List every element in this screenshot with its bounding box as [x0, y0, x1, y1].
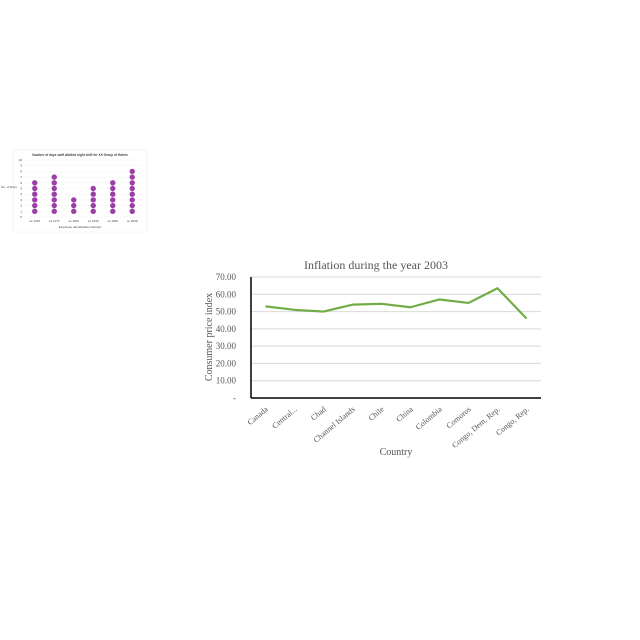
x-axis-title: Country [380, 447, 413, 458]
dot-plot-y-tick: 3 [20, 198, 22, 202]
dot-plot-dot [32, 202, 38, 209]
dot-plot-dot [71, 202, 77, 209]
x-tick-label: China [394, 404, 415, 423]
dot-plot-dot [129, 197, 135, 203]
dot-plot-dot [51, 191, 57, 197]
dot-plot-category-label: ss 1604 [68, 219, 79, 223]
dot-plot-dot [110, 202, 116, 209]
dot-plot-dot [129, 208, 135, 214]
dot-plot-dot [129, 185, 135, 192]
dot-plot-x-label: Employee Identification Number [59, 225, 102, 229]
x-tick-label: Central... [270, 405, 298, 431]
dot-plot-category-label: ss 2049 [127, 219, 138, 223]
dot-plot-dot [129, 202, 135, 209]
dot-plot-category-label: ss 1015 [29, 219, 40, 223]
dot-plot-dot [32, 180, 38, 186]
dot-plot-dot [51, 174, 57, 180]
dot-plot-dot [32, 208, 38, 214]
dot-plot-dot [129, 168, 135, 175]
y-tick-label: 50.00 [216, 307, 237, 317]
dot-plot-dot [129, 174, 135, 180]
dot-plot-dot [51, 202, 57, 209]
dot-plot-dot [51, 208, 57, 214]
dot-plot-y-tick: 6 [20, 181, 22, 185]
dot-plot-dot [71, 197, 77, 203]
dot-plot-dot [110, 185, 116, 192]
dot-plot-dot [32, 191, 38, 197]
dot-plot-y-tick: 4 [20, 192, 22, 196]
dot-plot-title: Number of days staff allotted night shif… [32, 153, 128, 157]
dot-plot-dot [51, 180, 57, 186]
dot-plot-dot [90, 185, 96, 192]
dot-plot-dot [110, 208, 116, 214]
dot-plot-dot [51, 185, 57, 192]
dot-plot-y-label: No. of Days [1, 185, 17, 189]
dot-plot-dot [110, 180, 116, 186]
y-axis-title: Consumer price index [204, 293, 215, 381]
dot-plot-y-tick: 5 [20, 187, 22, 191]
dot-plot-category-label: ss 1176 [49, 219, 60, 223]
chart-title: Inflation during the year 2003 [304, 258, 448, 272]
dot-plot-category-label: ss 1640 [88, 219, 99, 223]
x-tick-label: Chad [309, 405, 328, 423]
series-line [265, 287, 528, 320]
dot-plot-dot [90, 202, 96, 209]
y-tick-label: 20.00 [216, 358, 237, 368]
x-tick-label: Chile [367, 404, 386, 422]
dot-plot-dot [110, 191, 116, 197]
dot-plot-y-tick: 1 [20, 209, 22, 213]
dot-plot-y-tick: 9 [20, 164, 22, 168]
y-tick-label: 60.00 [216, 289, 237, 299]
dot-plot-y-tick: 8 [20, 169, 22, 173]
y-tick-label: - [233, 393, 236, 403]
dot-plot-dot [129, 191, 135, 197]
dot-plot-y-tick: 0 [20, 215, 22, 219]
dot-plot-y-tick: 2 [20, 204, 22, 208]
dot-plot-dot [129, 180, 135, 186]
y-tick-label: 30.00 [216, 341, 237, 351]
dot-plot-y-tick: 7 [20, 175, 22, 179]
x-tick-label: Colombia [414, 404, 444, 431]
dot-plot-dot [90, 208, 96, 214]
dot-plot-dot [90, 197, 96, 203]
dot-plot-dot [71, 208, 77, 214]
dot-plot-dot [110, 197, 116, 203]
dot-plot-dot [51, 197, 57, 203]
dot-plot-y-tick: 10 [19, 158, 23, 162]
y-tick-label: 70.00 [216, 272, 237, 282]
dot-plot-category-label: ss 1656 [107, 219, 118, 223]
y-tick-label: 10.00 [216, 376, 237, 386]
dot-plot-dot [32, 197, 38, 203]
dot-plot-dot [32, 185, 38, 192]
dot-plot-dot [90, 191, 96, 197]
y-tick-label: 40.00 [216, 324, 237, 334]
x-tick-label: Canada [246, 404, 271, 427]
